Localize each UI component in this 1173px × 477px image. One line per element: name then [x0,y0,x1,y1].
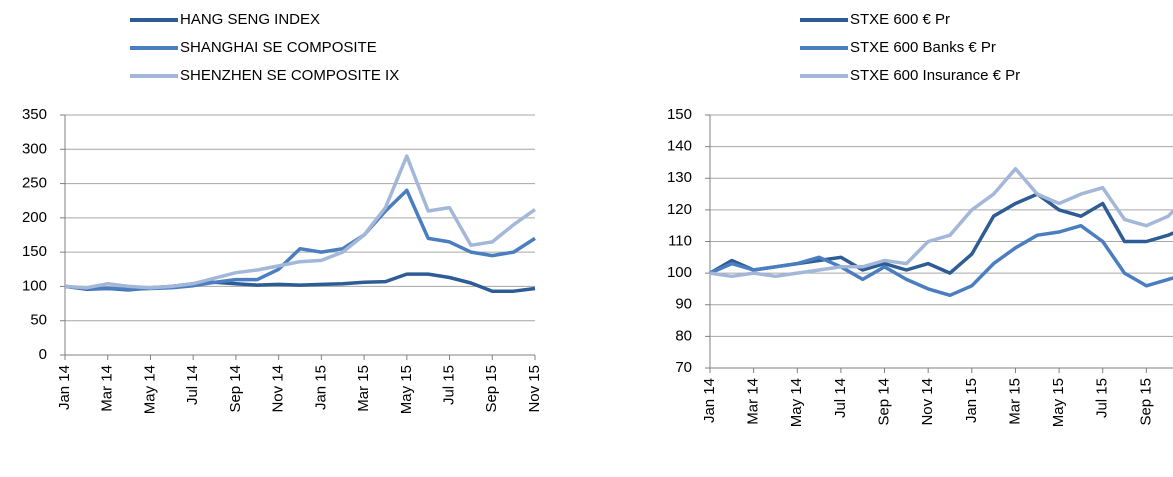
x-tick-label: Jul 15 [441,365,458,405]
x-tick-label: May 15 [1050,378,1067,427]
x-tick-label: Mar 14 [99,365,116,412]
series-line [64,188,536,291]
y-tick-label: 200 [22,209,47,226]
x-tick-label: Sep 15 [1137,378,1154,426]
x-tick-label: May 14 [141,365,158,414]
legend-label: HANG SENG INDEX [180,11,320,28]
x-tick-label: Mar 14 [745,378,762,425]
chart: 0 50 100 150 200 250 300 350 Jan 14 Mar 14 May 14 J… [22,11,543,414]
x-tick-label: Sep 14 [227,365,244,413]
y-tick-label: 140 [667,138,692,155]
x-tick-label: Jan 14 [56,365,73,410]
y-tick-label: 150 [667,106,692,123]
series-line [64,154,537,290]
x-tick-label: Jul 15 [1094,378,1111,418]
x-tick-label: Jul 14 [832,378,849,418]
x-tick-label: Nov 15 [526,365,543,413]
legend-label: STXE 600 € Pr [850,11,950,28]
x-tick-label: May 15 [398,365,415,414]
x-tick-label: Nov 14 [270,365,287,413]
y-tick-label: 100 [22,277,47,294]
y-tick-label: 300 [22,140,47,157]
y-tick-label: 110 [668,232,692,249]
y-tick-label: 70 [675,359,692,376]
legend-label: STXE 600 Banks € Pr [850,39,996,56]
x-tick-label: Jan 14 [701,378,718,423]
series-line [709,192,1173,275]
legend-label: SHANGHAI SE COMPOSITE [180,39,377,56]
legend-label: STXE 600 Insurance € Pr [850,67,1020,84]
chart: 70 80 90 100 110 120 130 140 150 Jan 14 Mar 14 May … [667,11,1173,427]
y-tick-label: 350 [22,106,47,123]
x-tick-label: Jan 15 [963,378,980,423]
y-tick-label: 120 [667,201,692,218]
x-tick-label: May 14 [788,378,805,427]
y-tick-label: 50 [30,312,47,329]
y-tick-label: 250 [22,175,47,192]
x-tick-label: Sep 14 [876,378,893,426]
y-tick-label: 90 [675,296,692,313]
y-tick-label: 100 [667,264,692,281]
x-tick-label: Jan 15 [312,365,329,410]
y-tick-label: 150 [22,243,47,260]
y-tick-label: 130 [667,169,692,186]
x-tick-label: Sep 15 [483,365,500,413]
x-tick-label: Mar 15 [355,365,372,412]
x-tick-label: Mar 15 [1006,378,1023,425]
series-line [709,167,1173,279]
y-tick-label: 80 [675,327,692,344]
y-tick-label: 0 [39,346,47,363]
legend-label: SHENZHEN SE COMPOSITE IX [180,67,399,84]
x-tick-label: Nov 14 [919,378,936,426]
series-line [709,223,1173,298]
x-tick-label: Jul 14 [184,365,201,405]
